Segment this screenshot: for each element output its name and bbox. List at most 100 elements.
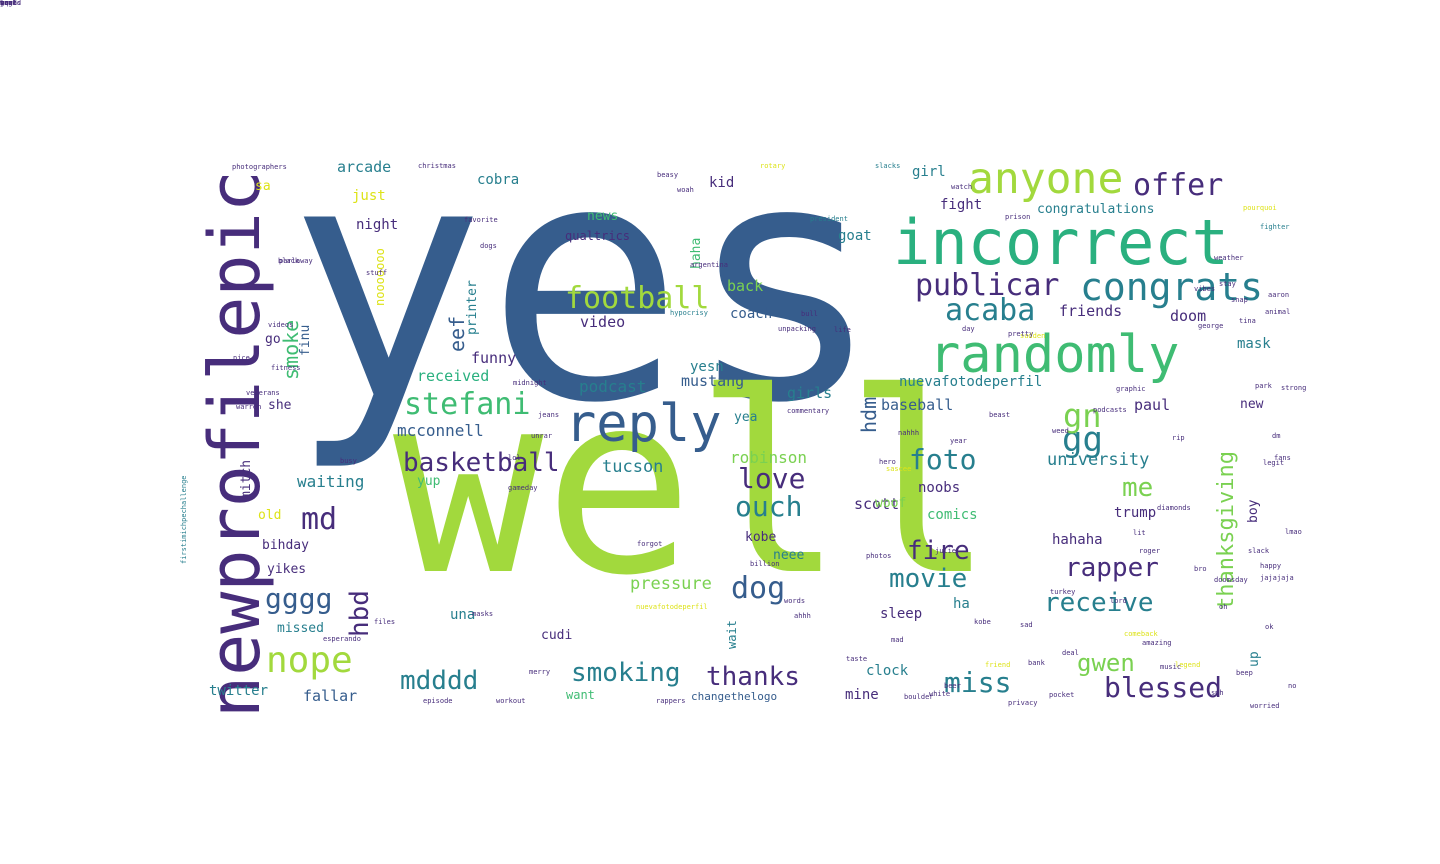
word-lol: lol: [508, 454, 521, 462]
word-university: university: [1047, 450, 1150, 470]
word-episode: episode: [423, 697, 453, 705]
word-comics: comics: [927, 507, 978, 523]
word-una: una: [450, 607, 476, 623]
word-happy: happy: [1260, 562, 1282, 570]
word-nice: nice: [233, 354, 250, 362]
word-animal: animal: [1265, 308, 1291, 316]
word-parlaway: parlaway: [279, 257, 313, 265]
word-thanks: thanks: [706, 662, 800, 692]
word-just: just: [352, 188, 386, 204]
word-rappers: rappers: [656, 697, 686, 705]
word-bro: bro: [1194, 565, 1207, 573]
word-legend: legend: [1175, 661, 1201, 669]
word-kobe: kobe: [745, 530, 777, 545]
word-esperando: esperando: [323, 635, 361, 643]
word-ha: ha: [953, 596, 970, 612]
word-goals: goals: [0, 0, 22, 7]
word-snap: snap: [1231, 296, 1248, 304]
word-paul: paul: [1134, 396, 1171, 414]
word-yesn: yesn: [690, 359, 724, 375]
word-arcade: arcade: [337, 158, 392, 176]
word-ouch: ouch: [735, 490, 803, 523]
word-dogs: dogs: [480, 242, 497, 250]
word-merry: merry: [529, 668, 551, 676]
word-taste: taste: [846, 655, 868, 663]
word-bruh: bruh: [0, 0, 17, 7]
word-bull: bull: [801, 310, 818, 318]
word-doom: doom: [1170, 307, 1207, 325]
word-vibes: vibes: [1194, 285, 1216, 293]
word-noobs: noobs: [918, 480, 961, 496]
word-worried: worried: [1250, 702, 1280, 710]
word-woah: woah: [677, 186, 694, 194]
word-hbd: hbd: [345, 589, 375, 637]
word-fight: fight: [940, 197, 983, 213]
word-masks: masks: [472, 610, 494, 618]
word-ok: ok: [1265, 623, 1274, 631]
word-mcconnell: mcconnell: [397, 421, 484, 440]
word-yes: yes: [287, 91, 884, 475]
word-black: black: [278, 257, 300, 265]
word-favorite: favorite: [464, 216, 498, 224]
word-girls: girls: [787, 384, 833, 402]
word-unpacking: unpacking: [778, 325, 816, 333]
word-basketball: basketball: [403, 448, 560, 478]
word-files: files: [374, 618, 396, 626]
word-tucson: tucson: [602, 457, 664, 477]
word-reply: reply: [565, 394, 722, 454]
word-anyone: anyone: [968, 154, 1124, 204]
word-slacks: slacks: [875, 162, 901, 170]
word-bank: bank: [1028, 659, 1045, 667]
word-hypocrisy: hypocrisy: [670, 309, 708, 317]
word-mdddd: mdddd: [400, 666, 479, 696]
word-robinson: robinson: [730, 448, 808, 467]
word-tina: tina: [1239, 317, 1256, 325]
word-weed: weed: [1052, 427, 1069, 435]
word-aaron: aaron: [1268, 291, 1290, 299]
word-wait: wait: [725, 619, 739, 649]
word-love: love: [738, 462, 806, 495]
word-white: white: [929, 690, 951, 698]
word-pretty: pretty: [1008, 330, 1034, 338]
word-rip: rip: [1172, 434, 1185, 442]
word-sad: sad: [1020, 621, 1033, 629]
word-music: music: [1160, 663, 1182, 671]
word-lit: lit: [1133, 529, 1146, 537]
word-miss: miss: [944, 666, 1012, 699]
word-congratulations: congratulations: [1037, 202, 1155, 217]
word-ahhh: ahhh: [794, 612, 811, 620]
word-julie: julie: [935, 547, 957, 555]
word-sascee: sascee: [886, 465, 912, 473]
word-new: new: [1240, 397, 1264, 412]
word-friends: friends: [1059, 302, 1123, 320]
word-photographers: photographers: [232, 163, 287, 171]
word-stuff: stuff: [366, 269, 388, 277]
word-pocket: pocket: [1049, 691, 1075, 699]
word-scott: scott: [854, 495, 900, 513]
word-hero: hero: [879, 458, 896, 466]
word-watch: watch: [951, 183, 973, 191]
word-blessed: blessed: [1104, 671, 1223, 704]
word-firstimichpechallenge: firstimichpechallenge: [180, 475, 188, 565]
word-cobra: cobra: [477, 172, 520, 188]
word-neee: neee: [773, 548, 805, 563]
word-yeah: yeah: [0, 0, 17, 7]
word-doomsday: doomsday: [1214, 576, 1248, 584]
word-weather: weather: [1214, 254, 1244, 262]
word-words: words: [784, 597, 806, 605]
word-randomly: randomly: [929, 325, 1180, 385]
word-mask: mask: [1237, 336, 1271, 352]
word-jajajaja: jajajaja: [1260, 574, 1294, 582]
word-smh: smh: [1211, 689, 1224, 697]
word-wow: wow: [0, 0, 13, 7]
word-warren: warren: [236, 403, 262, 411]
word-privacy: privacy: [1008, 699, 1038, 707]
word-thanksgiving: thanksgiving: [1214, 451, 1239, 611]
word-fallar: fallar: [303, 687, 358, 705]
word-twitter: twitter: [209, 683, 269, 699]
word-photos: photos: [866, 552, 892, 560]
word-goat: goat: [838, 228, 872, 244]
word-girl: girl: [912, 164, 946, 180]
word-george: george: [1198, 322, 1224, 330]
